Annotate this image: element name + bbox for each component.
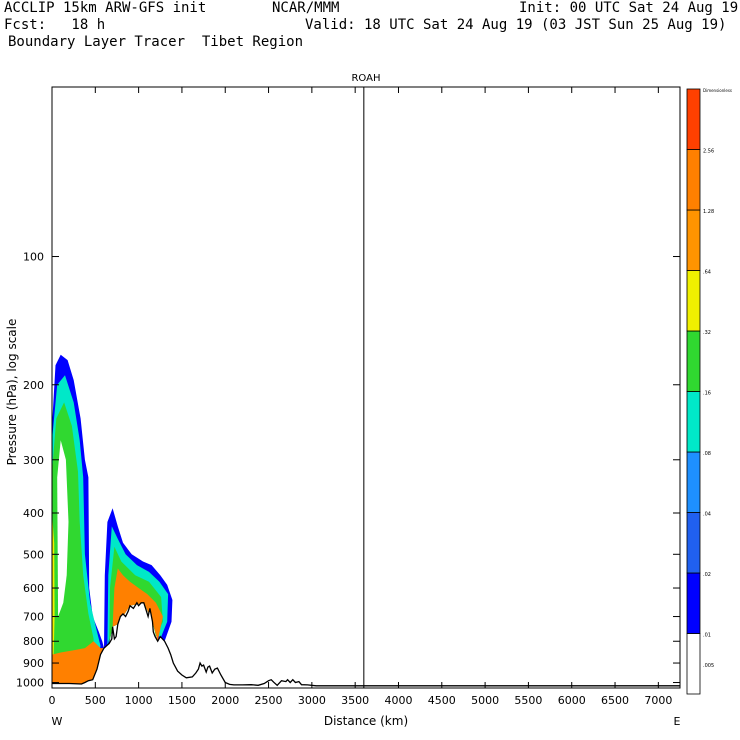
colorbar-label: .32 bbox=[703, 330, 711, 336]
colorbar-label: .16 bbox=[703, 391, 711, 397]
y-tick-label: 400 bbox=[23, 507, 44, 520]
colorbar-label: .04 bbox=[703, 512, 711, 518]
x-tick-label: 3500 bbox=[341, 694, 369, 707]
colorbar-label: .02 bbox=[703, 572, 711, 578]
colorbar-label: .005 bbox=[703, 663, 714, 669]
x-tick-label: 500 bbox=[85, 694, 106, 707]
chart-title: ROAH bbox=[351, 73, 380, 84]
x-axis-label: Distance (km) bbox=[324, 714, 408, 728]
x-tick-label: 2500 bbox=[255, 694, 283, 707]
y-axis: 100 200 300 400 500 600 700 800 900 1000 bbox=[16, 251, 680, 690]
y-tick-label: 300 bbox=[23, 454, 44, 467]
y-tick-label: 700 bbox=[23, 611, 44, 624]
y-axis-label: Pressure (hPa), log scale bbox=[5, 319, 19, 466]
colorbar-swatch bbox=[686, 512, 701, 574]
colorbar-swatch bbox=[686, 270, 701, 332]
colorbar-label: 2.56 bbox=[703, 149, 714, 155]
colorbar-swatch bbox=[686, 451, 701, 513]
org-label: NCAR/MMM bbox=[272, 0, 340, 16]
x-tick-label: 3000 bbox=[298, 694, 326, 707]
colorbar-swatch bbox=[686, 330, 701, 392]
colorbar-swatch bbox=[686, 391, 701, 453]
y-tick-label: 200 bbox=[23, 379, 44, 392]
y-tick-label: 800 bbox=[23, 635, 44, 648]
x-tick-label: 1000 bbox=[125, 694, 153, 707]
init-time: Init: 00 UTC Sat 24 Aug 19 bbox=[519, 0, 739, 16]
colorbar-swatch bbox=[686, 633, 701, 695]
below-ground-mask bbox=[52, 602, 680, 688]
x-tick-label: 7000 bbox=[644, 694, 672, 707]
colorbar-label: Dimensionless bbox=[703, 88, 732, 93]
colorbar-label: .01 bbox=[703, 633, 711, 639]
valid-time: Valid: 18 UTC Sat 24 Aug 19 (03 JST Sun … bbox=[305, 17, 727, 33]
x-tick-label: 2000 bbox=[211, 694, 239, 707]
colorbar-label: 1.28 bbox=[703, 209, 714, 215]
x-tick-label: 5000 bbox=[471, 694, 499, 707]
terrain-line bbox=[52, 601, 680, 687]
colorbar-swatch bbox=[686, 209, 701, 271]
x-tick-label: 4500 bbox=[428, 694, 456, 707]
forecast-hour: Fcst: 18 h bbox=[4, 17, 106, 33]
x-axis-east-label: E bbox=[674, 715, 681, 728]
x-tick-label: 6500 bbox=[601, 694, 629, 707]
y-tick-label: 1000 bbox=[16, 677, 44, 690]
colorbar-legend: .005 .01 .02 .04 .08 .16 .32 .64 1.28 2.56 Dimensi… bbox=[686, 88, 732, 695]
plot-frame bbox=[51, 86, 681, 689]
colorbar-swatch bbox=[686, 88, 701, 150]
x-tick-label: 4000 bbox=[384, 694, 412, 707]
y-tick-label: 600 bbox=[23, 582, 44, 595]
x-tick-label: 1500 bbox=[168, 694, 196, 707]
x-tick-label: 5500 bbox=[514, 694, 542, 707]
y-tick-label: 900 bbox=[23, 657, 44, 670]
colorbar-label: .64 bbox=[703, 270, 711, 276]
terrain-profile bbox=[52, 601, 680, 687]
model-title: ACCLIP 15km ARW-GFS init bbox=[4, 0, 207, 16]
tracer-region-4 bbox=[57, 440, 69, 617]
colorbar-swatch bbox=[686, 572, 701, 634]
colorbar-swatch bbox=[686, 149, 701, 211]
x-axis-west-label: W bbox=[52, 715, 63, 728]
tracer-contours bbox=[52, 354, 680, 688]
x-tick-label: 6000 bbox=[558, 694, 586, 707]
colorbar-label: .08 bbox=[703, 451, 711, 457]
x-axis: 0 500 1000 1500 2000 2500 3000 3500 4000 4500 5000… bbox=[49, 87, 672, 707]
y-tick-label: 500 bbox=[23, 548, 44, 561]
tracer-region-9 bbox=[112, 568, 163, 642]
y-tick-label: 100 bbox=[23, 251, 44, 264]
field-description: Boundary Layer Tracer Tibet Region bbox=[8, 34, 304, 50]
tracer-region-8 bbox=[52, 641, 104, 684]
x-tick-label: 0 bbox=[49, 694, 56, 707]
